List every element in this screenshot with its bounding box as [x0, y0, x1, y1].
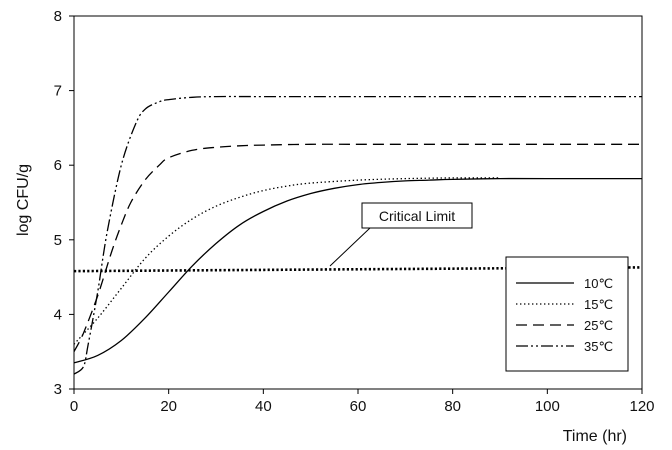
y-tick-label: 4	[54, 306, 62, 323]
y-tick-label: 8	[54, 8, 62, 25]
y-tick-label: 7	[54, 83, 62, 100]
series-line-4	[73, 95, 642, 375]
series-line-1	[73, 177, 642, 364]
x-tick-label: 100	[535, 398, 560, 415]
y-tick-label: 6	[54, 157, 62, 174]
critical-limit-label: Critical Limit	[379, 208, 455, 224]
legend-label: 15℃	[584, 297, 613, 312]
series-line-2	[73, 177, 501, 345]
critical-limit-leader	[329, 227, 371, 267]
series-layer	[73, 95, 642, 375]
y-tick-label: 3	[54, 381, 62, 398]
legend-label: 25℃	[584, 318, 613, 333]
x-tick-label: 120	[629, 398, 654, 415]
x-tick-label: 20	[160, 398, 177, 415]
legend-label: 10℃	[584, 276, 613, 291]
x-tick-label: 80	[444, 398, 461, 415]
series-line-3	[73, 143, 642, 352]
critical-limit-layer: Critical Limit	[73, 202, 643, 273]
y-tick-label: 5	[54, 232, 62, 249]
critical-limit-box	[361, 202, 473, 229]
legend-label: 35℃	[584, 339, 613, 354]
y-axis-title: log CFU/g	[15, 164, 32, 236]
legend-box	[505, 256, 629, 372]
x-axis-title: Time (hr)	[563, 428, 627, 445]
x-tick-label: 60	[350, 398, 367, 415]
x-tick-label: 40	[255, 398, 272, 415]
legend: 10℃ 15℃ 25℃ 35℃	[505, 256, 629, 372]
axis-ticks: 0 20 40 60 80 100 120 3 4 5 6 7 8	[54, 8, 655, 415]
x-tick-label: 0	[70, 398, 78, 415]
